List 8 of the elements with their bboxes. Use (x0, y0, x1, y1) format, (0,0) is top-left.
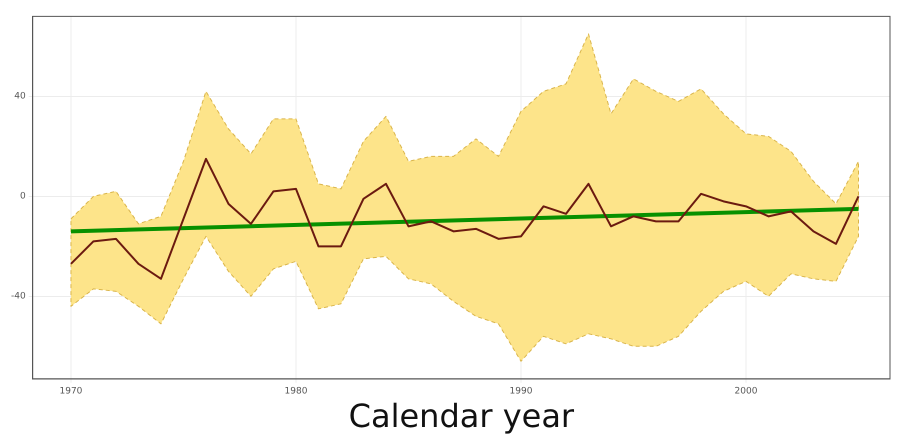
x-tick-label: 1970 (60, 386, 83, 397)
x-tick-label: 2000 (734, 386, 758, 397)
y-tick-label: 0 (20, 192, 26, 202)
y-tick-label: -40 (10, 292, 26, 302)
x-tick-label: 1980 (284, 386, 308, 397)
y-tick-label: 40 (14, 92, 26, 102)
x-axis-title: Calendar year (348, 397, 575, 436)
x-tick-label: 1990 (510, 386, 533, 397)
